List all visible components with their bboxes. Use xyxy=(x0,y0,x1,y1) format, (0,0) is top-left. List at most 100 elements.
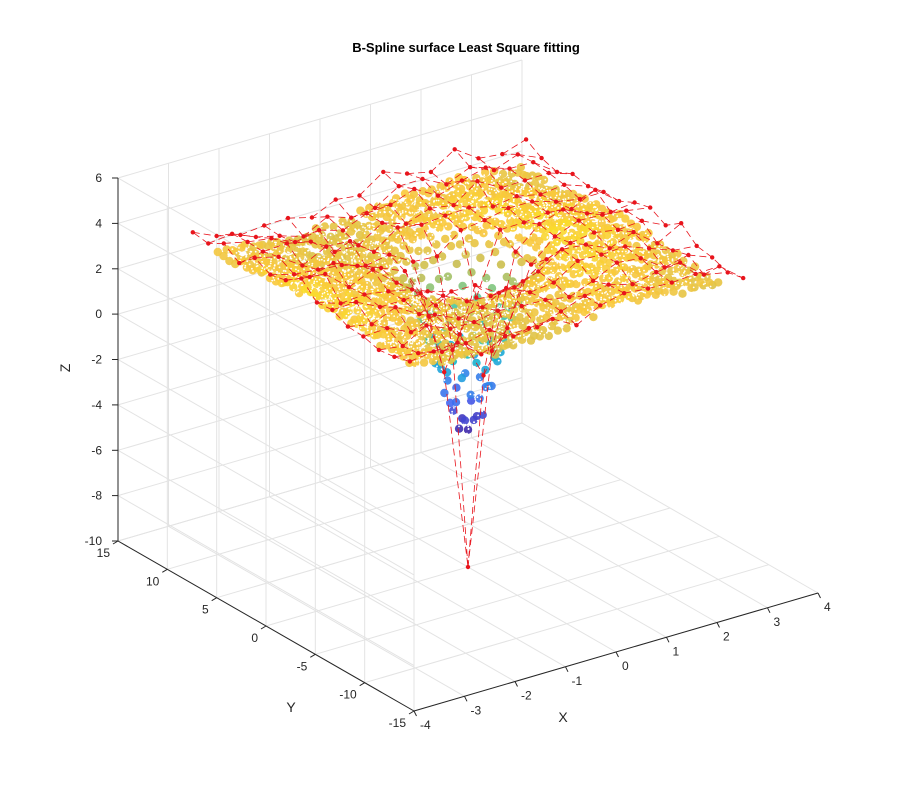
data-point xyxy=(479,210,482,212)
data-point xyxy=(487,297,489,300)
control-polygon-edge xyxy=(334,244,359,253)
data-point xyxy=(273,267,275,269)
surface-point xyxy=(696,278,705,287)
data-point xyxy=(562,198,565,201)
data-point xyxy=(274,243,277,246)
data-point xyxy=(439,205,442,208)
data-point xyxy=(476,396,479,399)
surface-point xyxy=(669,287,678,296)
data-point xyxy=(432,300,434,303)
data-point xyxy=(419,194,422,196)
y-tick-label: -15 xyxy=(389,716,407,730)
control-point xyxy=(452,147,457,152)
control-point xyxy=(465,564,471,570)
data-point xyxy=(591,246,593,249)
data-point xyxy=(468,239,470,242)
data-point xyxy=(602,245,605,248)
data-point xyxy=(557,321,560,323)
surface-point xyxy=(479,335,488,344)
data-point xyxy=(537,249,540,252)
control-polygon-edge xyxy=(373,227,398,253)
data-point xyxy=(671,258,674,261)
data-point xyxy=(275,247,277,250)
control-polygon-edge xyxy=(436,229,462,257)
data-point xyxy=(405,203,408,206)
data-point xyxy=(567,230,570,233)
grid-line xyxy=(364,564,769,684)
control-polygon-edge xyxy=(657,242,674,251)
surface-point xyxy=(405,245,414,255)
data-point xyxy=(550,277,553,280)
data-point xyxy=(331,305,334,308)
x-tick-mark xyxy=(413,710,417,717)
surface-point xyxy=(428,356,438,366)
data-point xyxy=(290,283,293,285)
data-point xyxy=(435,334,438,337)
data-point xyxy=(471,201,474,204)
data-point xyxy=(357,326,360,328)
data-point xyxy=(587,268,590,271)
data-point xyxy=(305,258,308,260)
control-polygon-edge xyxy=(262,243,288,252)
data-point xyxy=(491,240,493,243)
control-polygon-edge xyxy=(555,201,572,210)
control-polygon-edge xyxy=(538,271,555,283)
data-point xyxy=(473,394,476,396)
data-point xyxy=(504,209,507,212)
data-point xyxy=(269,270,272,273)
control-polygon-edge xyxy=(374,204,391,209)
surface-point xyxy=(518,321,527,330)
control-polygon-edge xyxy=(286,241,311,244)
data-point xyxy=(581,276,583,279)
data-point xyxy=(351,258,353,261)
surface-point xyxy=(399,241,408,250)
control-polygon-edge xyxy=(633,231,650,249)
control-polygon-edge xyxy=(378,349,395,358)
y-tick-mark xyxy=(162,568,168,573)
data-point xyxy=(550,311,552,314)
control-polygon-edge xyxy=(656,271,673,283)
data-point xyxy=(620,274,623,277)
control-polygon-edge xyxy=(404,270,430,317)
data-point xyxy=(395,350,397,353)
control-polygon-edge xyxy=(478,153,503,159)
control-polygon-edge xyxy=(624,288,649,294)
control-polygon-edge xyxy=(397,227,414,262)
data-point xyxy=(491,199,494,202)
data-point xyxy=(365,313,368,316)
data-point xyxy=(449,216,452,219)
data-point xyxy=(478,407,481,409)
control-polygon-edge xyxy=(364,294,381,308)
data-point xyxy=(452,315,455,317)
data-point xyxy=(278,266,281,269)
data-point xyxy=(678,264,681,267)
data-point xyxy=(379,321,382,324)
data-point xyxy=(453,179,456,182)
control-polygon-edge xyxy=(429,208,446,217)
control-polygon-edge xyxy=(398,185,415,190)
data-point xyxy=(417,306,420,309)
control-polygon-edge xyxy=(458,318,475,323)
control-point xyxy=(575,258,580,263)
data-point xyxy=(442,304,445,307)
data-point xyxy=(230,242,233,245)
surface-point xyxy=(488,221,497,230)
data-point xyxy=(364,227,366,229)
data-point xyxy=(559,216,561,219)
control-polygon-edge xyxy=(468,207,485,221)
control-point xyxy=(567,294,572,300)
data-point xyxy=(658,245,661,248)
data-point xyxy=(398,346,401,348)
data-point xyxy=(418,339,421,342)
data-point xyxy=(263,255,266,258)
control-point xyxy=(630,282,635,287)
control-polygon-edge xyxy=(522,259,547,282)
control-point xyxy=(402,268,408,274)
data-point xyxy=(350,220,352,223)
data-point xyxy=(568,218,571,220)
data-point xyxy=(448,338,451,341)
data-point xyxy=(366,329,369,332)
data-point xyxy=(389,248,392,251)
data-point xyxy=(326,290,329,293)
